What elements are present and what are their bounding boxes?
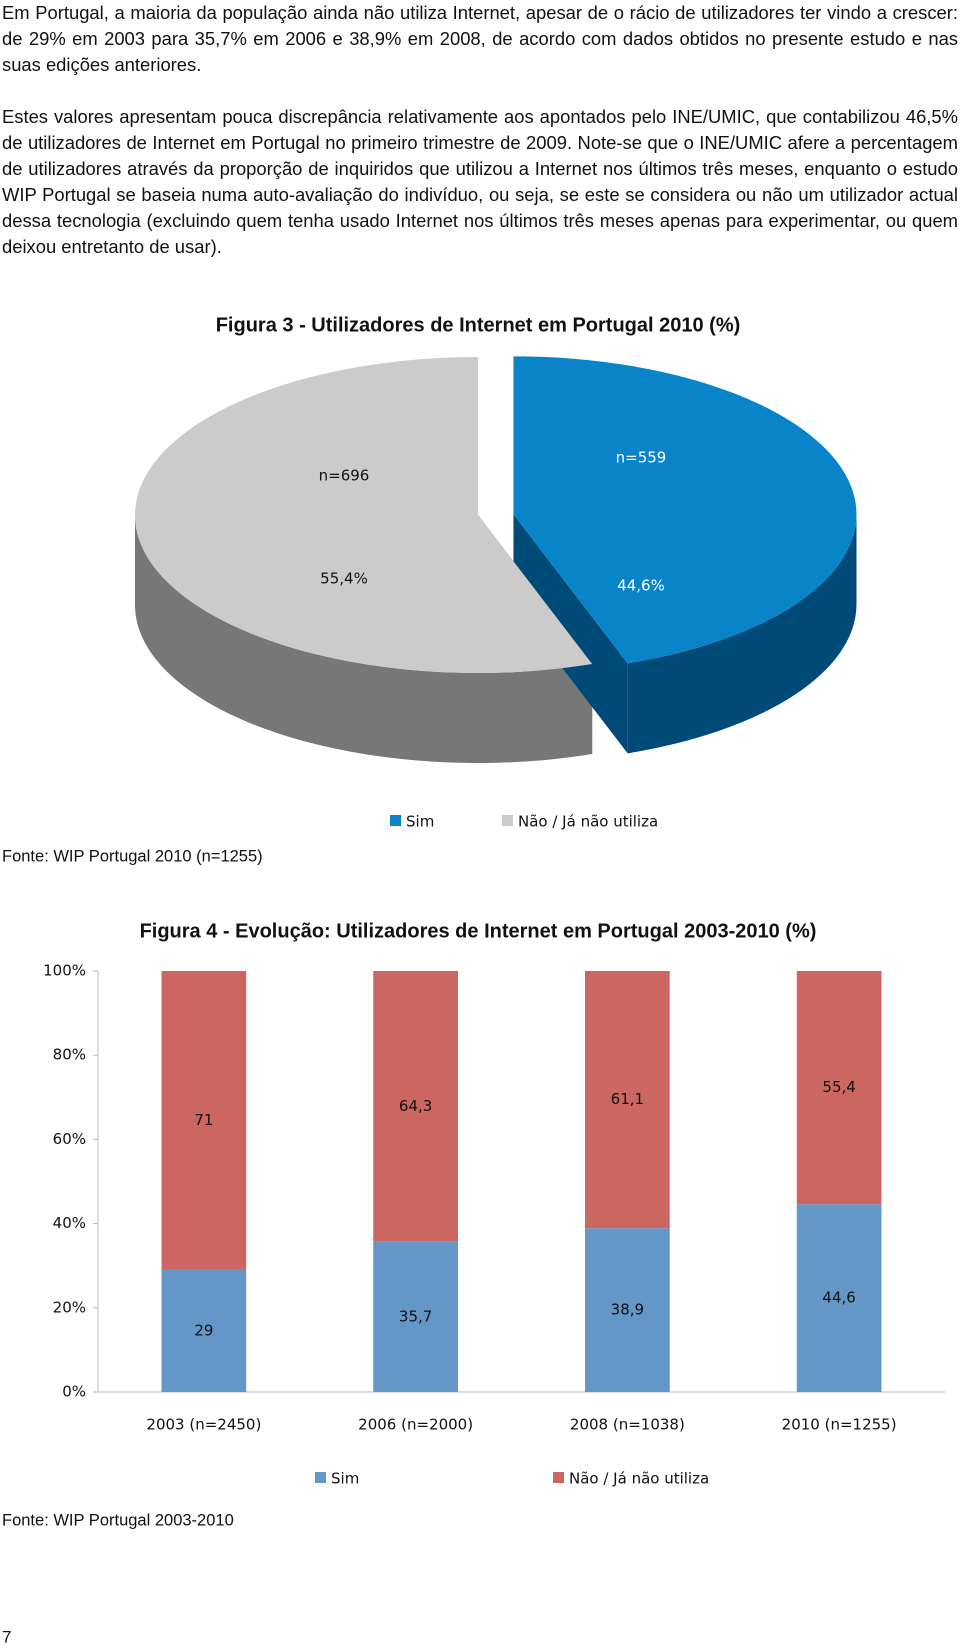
slice-wall (513, 514, 628, 754)
legend-swatch (553, 1472, 564, 1483)
chart-title: Figura 4 - Evolução: Utilizadores de Int… (140, 920, 817, 942)
bar-value-label: 61,1 (611, 1090, 644, 1108)
legend-label: Não / Já não utiliza (569, 1470, 709, 1488)
bar-segment (373, 971, 458, 1242)
page-number: 7 (2, 1627, 11, 1646)
y-tick-label: 60% (53, 1130, 86, 1148)
x-tick-label: 2006 (n=2000) (358, 1416, 473, 1434)
legend-label: Sim (406, 813, 434, 831)
bar-value-label: 44,6 (822, 1289, 855, 1307)
chart-title: Figura 3 - Utilizadores de Internet em P… (216, 314, 741, 336)
bar-value-label: 35,7 (399, 1307, 432, 1325)
slice-side (135, 515, 593, 764)
y-tick-label: 0% (62, 1383, 86, 1401)
bar-value-label: 38,9 (611, 1301, 644, 1319)
legend-swatch (315, 1472, 326, 1483)
x-tick-label: 2008 (n=1038) (570, 1416, 685, 1434)
bar-segment (796, 1204, 882, 1392)
figure-source: Fonte: WIP Portugal 2010 (n=1255) (2, 847, 263, 865)
legend-label: Sim (331, 1470, 359, 1488)
bar-segment (373, 1241, 458, 1392)
x-tick-label: 2010 (n=1255) (782, 1416, 897, 1434)
y-tick-label: 100% (43, 962, 86, 980)
y-tick-label: 20% (53, 1298, 86, 1316)
y-tick-label: 40% (53, 1214, 86, 1232)
bar-segment (796, 971, 882, 1205)
legend-swatch (502, 815, 513, 826)
slice-value-label: 44,6% (617, 577, 665, 595)
legend-label: Não / Já não utiliza (518, 813, 658, 831)
x-tick-label: 2003 (n=2450) (146, 1416, 261, 1434)
paragraph: Estes valores apresentam pouca discrepân… (2, 106, 958, 257)
bar-value-label: 55,4 (822, 1078, 855, 1096)
paragraph: Em Portugal, a maioria da população aind… (2, 2, 958, 75)
bar-segment (161, 1269, 247, 1392)
bar-segment (161, 971, 247, 1270)
figure-source: Fonte: WIP Portugal 2003-2010 (2, 1511, 234, 1529)
slice-value-label: 55,4% (320, 570, 368, 588)
bar-value-label: 64,3 (399, 1097, 432, 1115)
bar-value-label: 29 (194, 1321, 213, 1339)
pie-slice (513, 356, 857, 664)
bar-segment (585, 1228, 670, 1392)
bar-segment (585, 971, 670, 1229)
slice-annotation: n=559 (616, 449, 667, 467)
slice-side (627, 514, 857, 754)
bar-value-label: 71 (194, 1111, 213, 1129)
slice-annotation: n=696 (319, 467, 370, 485)
legend-swatch (390, 815, 401, 826)
pie-slice (134, 357, 593, 673)
y-tick-label: 80% (53, 1046, 86, 1064)
body-text: Em Portugal, a maioria da população aind… (2, 0, 958, 286)
